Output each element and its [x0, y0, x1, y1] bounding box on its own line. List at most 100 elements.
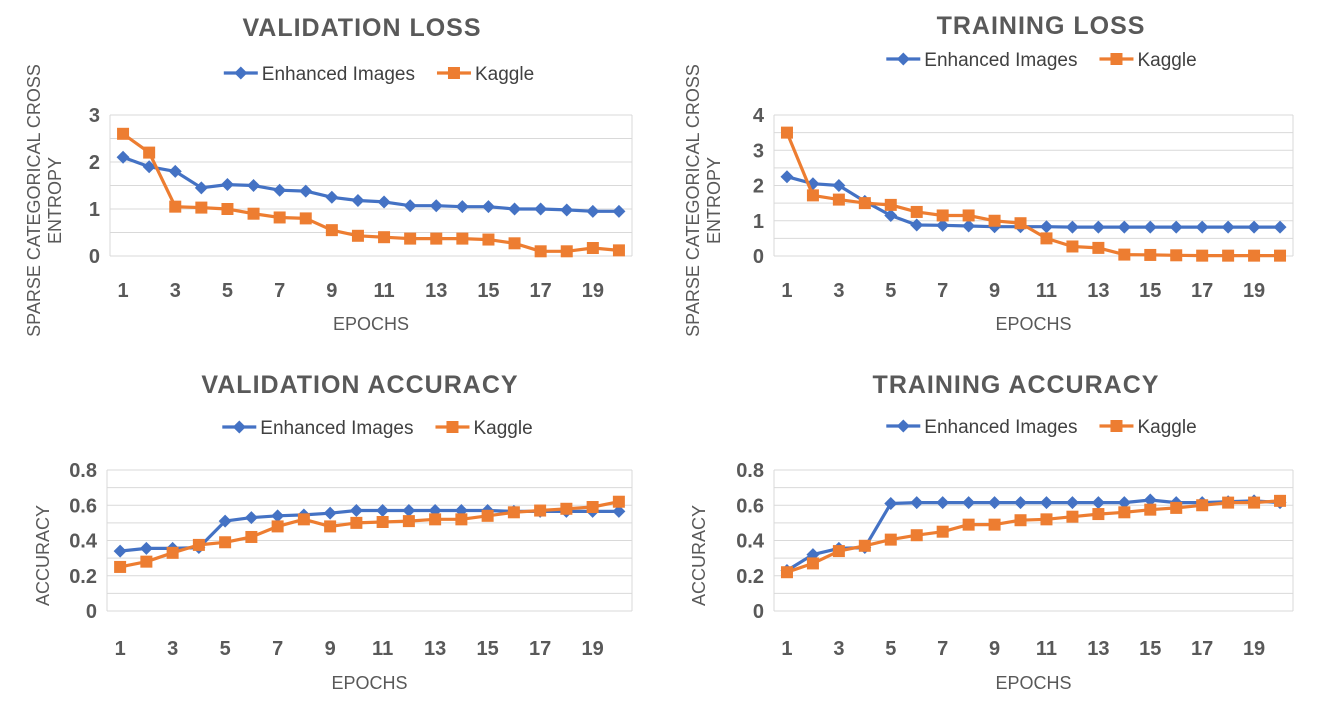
training-loss-x-axis-title: EPOCHS [995, 314, 1071, 334]
validation-accuracy-point-enhanced-images [612, 504, 626, 518]
training-loss-point-enhanced-images [1143, 220, 1157, 234]
validation-accuracy-x-tick-label: 11 [372, 638, 393, 660]
validation-accuracy-point-kaggle [376, 515, 389, 528]
training-loss-gridlines [773, 114, 1294, 257]
validation-loss-point-kaggle [351, 229, 364, 242]
training-loss-y-axis-title: SPARSE CATEGORICAL CROSSENTROPY [683, 64, 724, 337]
validation-loss-gridlines [109, 114, 633, 257]
training-loss-x-tick-label: 19 [1243, 280, 1265, 302]
training-loss-point-kaggle [1248, 249, 1261, 262]
training-accuracy-point-enhanced-images [910, 496, 924, 510]
training-loss-point-enhanced-images [936, 218, 950, 232]
training-accuracy-point-kaggle [806, 557, 819, 570]
training-accuracy-point-kaggle [1066, 510, 1079, 523]
validation-accuracy-point-enhanced-images [244, 511, 258, 525]
training-loss-point-enhanced-images [1117, 220, 1131, 234]
validation-loss-point-enhanced-images [403, 199, 417, 213]
validation-loss-point-kaggle [169, 200, 182, 213]
training-accuracy-point-kaggle [1014, 514, 1027, 527]
training-loss-point-kaggle [1040, 232, 1053, 245]
training-accuracy-point-kaggle [1144, 503, 1157, 516]
training-loss-point-enhanced-images [1195, 220, 1209, 234]
training-accuracy-point-kaggle [1248, 496, 1261, 509]
validation-loss-point-kaggle [404, 232, 417, 245]
validation-loss-point-enhanced-images [586, 204, 600, 218]
training-loss-point-enhanced-images [806, 177, 820, 191]
validation-accuracy-gridlines [106, 469, 633, 612]
validation-loss-legend: Enhanced Images Kaggle [223, 64, 534, 85]
validation-loss-y-tick-label: 2 [89, 152, 100, 174]
training-loss-point-kaggle [1196, 249, 1209, 262]
training-accuracy-point-kaggle [1170, 501, 1183, 514]
legend-label-enhanced-images: Enhanced Images [924, 417, 1077, 438]
validation-accuracy-point-kaggle [402, 515, 415, 528]
training-accuracy-point-enhanced-images [962, 496, 976, 510]
training-loss-point-kaggle [962, 209, 975, 222]
training-loss-point-kaggle [780, 126, 793, 139]
validation-loss-x-tick-label: 13 [425, 280, 447, 302]
legend-item-kaggle: Kaggle [435, 418, 533, 439]
training-accuracy-x-tick-label: 9 [989, 638, 1000, 660]
validation-loss-point-enhanced-images [481, 200, 495, 214]
training-loss-point-enhanced-images [1221, 220, 1235, 234]
validation-accuracy-point-kaggle [166, 546, 179, 559]
validation-accuracy-y-tick-label: 0.4 [69, 531, 98, 553]
validation-accuracy-point-kaggle [429, 513, 442, 526]
training-accuracy-point-kaggle [780, 566, 793, 579]
training-accuracy-point-enhanced-images [1014, 496, 1028, 510]
legend-marker-kaggle [1110, 420, 1123, 432]
validation-loss-y-axis-title: SPARSE CATEGORICAL CROSSENTROPY [24, 64, 65, 337]
training-loss-line-kaggle [785, 131, 1280, 258]
validation-loss-point-enhanced-images [299, 184, 313, 198]
training-loss-x-tick-label: 9 [989, 280, 1000, 302]
training-accuracy-x-tick-label: 11 [1036, 638, 1057, 660]
validation-loss-point-enhanced-images [142, 160, 156, 174]
validation-accuracy-point-kaggle [481, 509, 494, 522]
training-loss-point-enhanced-images [1273, 220, 1287, 234]
training-loss-point-kaggle [1014, 217, 1027, 230]
validation-loss-point-kaggle [534, 245, 547, 258]
validation-accuracy-point-enhanced-images [139, 541, 153, 555]
legend-label-kaggle: Kaggle [475, 64, 534, 85]
training-accuracy-x-tick-label: 5 [885, 638, 896, 660]
training-loss-point-kaggle [832, 193, 845, 206]
training-accuracy-point-kaggle [1222, 496, 1235, 509]
training-loss-point-enhanced-images [1039, 220, 1053, 234]
legend-label-kaggle: Kaggle [473, 418, 532, 439]
validation-accuracy-series-enhanced-images [113, 504, 626, 558]
training-accuracy-point-kaggle [1118, 506, 1131, 519]
validation-loss-y-tick-label: 0 [89, 246, 100, 268]
validation-accuracy-x-tick-label: 13 [424, 638, 446, 660]
training-loss-point-enhanced-images [832, 179, 846, 192]
validation-loss-point-kaggle [299, 212, 312, 225]
training-loss-series-kaggle [780, 126, 1287, 262]
training-loss-x-tick-label: 17 [1191, 280, 1213, 302]
validation-loss-x-tick-label: 11 [373, 280, 394, 302]
validation-loss-x-tick-label: 7 [274, 280, 285, 302]
training-accuracy-point-kaggle [884, 533, 897, 546]
validation-loss-point-kaggle [247, 207, 260, 220]
validation-accuracy-point-kaggle [114, 560, 127, 573]
training-accuracy-point-kaggle [988, 518, 1001, 531]
validation-accuracy-x-tick-label: 1 [115, 638, 126, 660]
validation-loss-point-kaggle [560, 245, 573, 258]
validation-accuracy-x-tick-label: 5 [220, 638, 231, 660]
legend-item-enhanced-images: Enhanced Images [886, 417, 1077, 438]
validation-loss-point-kaggle [143, 146, 156, 159]
validation-accuracy-point-kaggle [297, 513, 310, 526]
training-loss-point-enhanced-images [1065, 220, 1079, 234]
legend-item-enhanced-images: Enhanced Images [886, 50, 1077, 71]
validation-accuracy-point-kaggle [586, 501, 599, 514]
validation-loss-x-tick-label: 3 [170, 280, 181, 302]
training-loss-point-enhanced-images [1169, 220, 1183, 234]
training-accuracy-point-enhanced-images [1091, 496, 1105, 510]
validation-loss-point-enhanced-images [273, 183, 287, 197]
chart-training-accuracy: TRAINING ACCURACY 0 0.2 0.4 0.6 0.8 1 3 5 7 9 11 13 1… [661, 351, 1322, 702]
training-accuracy-point-kaggle [832, 545, 845, 558]
chart-validation-loss: VALIDATION LOSS 0 1 2 3 1 3 5 7 9 11 13 15 17 19 EPOCHS… [0, 0, 661, 351]
validation-accuracy-point-kaggle [455, 513, 468, 526]
validation-loss-series-kaggle [117, 127, 625, 258]
validation-accuracy-y-axis-title-line: ACCURACY [33, 505, 53, 606]
legend-marker-kaggle [1110, 53, 1123, 65]
